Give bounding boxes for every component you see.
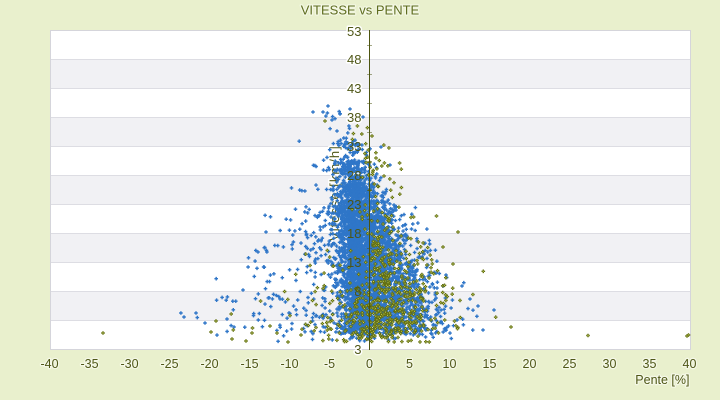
svg-text:8: 8 <box>354 284 361 299</box>
svg-text:VITESSE vs PENTE: VITESSE vs PENTE <box>301 3 420 18</box>
svg-text:20: 20 <box>523 357 537 371</box>
svg-text:23: 23 <box>347 197 361 212</box>
svg-text:13: 13 <box>347 255 361 270</box>
svg-text:38: 38 <box>347 110 361 125</box>
svg-text:15: 15 <box>483 357 497 371</box>
svg-text:10: 10 <box>443 357 457 371</box>
svg-text:Pente [%]: Pente [%] <box>635 373 689 387</box>
svg-text:40: 40 <box>683 357 697 371</box>
svg-text:28: 28 <box>347 168 361 183</box>
svg-text:35: 35 <box>643 357 657 371</box>
svg-text:0: 0 <box>366 357 373 371</box>
svg-text:3: 3 <box>354 342 361 357</box>
svg-text:5: 5 <box>406 357 413 371</box>
svg-text:-40: -40 <box>40 357 58 371</box>
svg-text:43: 43 <box>347 81 361 96</box>
svg-text:48: 48 <box>347 52 361 67</box>
svg-text:-15: -15 <box>240 357 258 371</box>
svg-text:25: 25 <box>563 357 577 371</box>
svg-text:53: 53 <box>347 24 361 39</box>
svg-text:38: 38 <box>347 110 361 125</box>
svg-text:-30: -30 <box>120 357 138 371</box>
svg-text:-5: -5 <box>324 357 335 371</box>
svg-text:48: 48 <box>347 52 361 67</box>
svg-text:18: 18 <box>347 226 361 241</box>
svg-text:3: 3 <box>354 342 361 357</box>
svg-text:-35: -35 <box>80 357 98 371</box>
svg-text:53: 53 <box>347 24 361 39</box>
svg-text:43: 43 <box>347 81 361 96</box>
svg-text:30: 30 <box>603 357 617 371</box>
svg-text:-20: -20 <box>200 357 218 371</box>
svg-text:33: 33 <box>347 139 361 154</box>
svg-text:-10: -10 <box>280 357 298 371</box>
svg-text:-25: -25 <box>160 357 178 371</box>
